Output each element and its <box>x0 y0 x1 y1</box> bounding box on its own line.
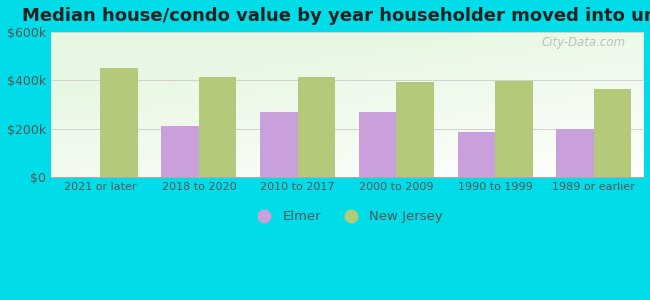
Bar <box>593 89 631 177</box>
Bar <box>298 77 335 177</box>
Bar <box>396 82 434 177</box>
Bar <box>260 112 298 177</box>
Bar <box>495 81 532 177</box>
Bar <box>161 126 199 177</box>
Bar <box>100 68 138 177</box>
Bar <box>556 129 593 177</box>
Bar <box>359 112 396 177</box>
Title: Median house/condo value by year householder moved into unit: Median house/condo value by year househo… <box>22 7 650 25</box>
Bar <box>199 77 237 177</box>
Legend: Elmer, New Jersey: Elmer, New Jersey <box>246 205 448 229</box>
Bar <box>458 133 495 177</box>
Text: City-Data.com: City-Data.com <box>541 36 625 50</box>
